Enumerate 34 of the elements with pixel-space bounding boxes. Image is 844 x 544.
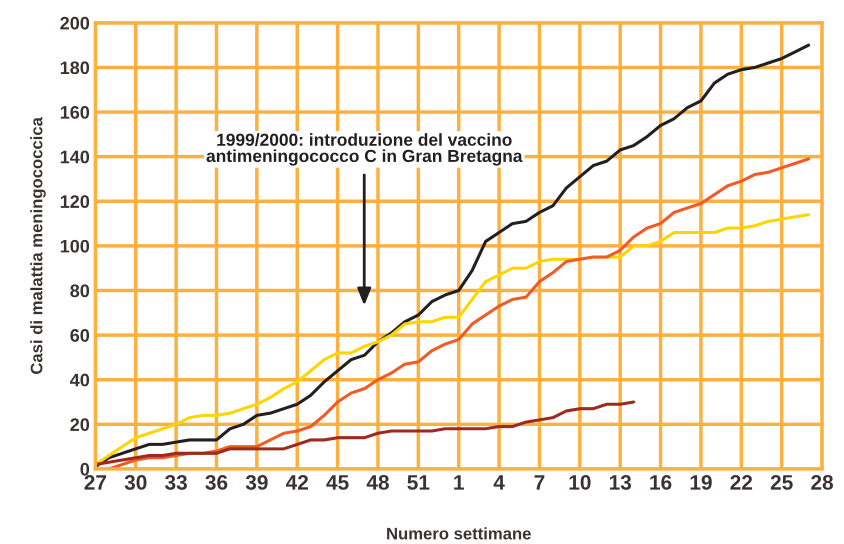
y-tick-label: 40 [70,374,90,386]
x-tick-label: 45 [326,475,349,490]
y-tick-label: 160 [60,106,90,119]
x-tick-label: 22 [730,475,752,490]
x-tick-label: 48 [366,475,389,490]
y-axis-title: Casi di malattia meningococcica [30,117,46,374]
x-axis-title: Numero settimane [387,527,531,540]
x-tick-label: 27 [84,475,106,490]
x-tick-label: 19 [690,475,712,490]
x-tick-label: 16 [650,475,672,490]
x-tick-label: 13 [610,475,632,490]
annotation: 1999/2000: introduzione del vaccino antimeningococco C in Gran Bretagna [206,133,523,166]
y-tick-label: 60 [70,329,90,342]
y-tick-label: 140 [60,150,90,164]
x-tick-label: 28 [811,475,834,490]
x-tick-label: 10 [570,475,591,490]
x-tick-label: 30 [124,475,146,490]
x-tick-label: 36 [205,475,228,490]
x-tick-label: 39 [246,475,268,490]
x-tick-label: 51 [407,475,430,490]
y-tick-label: 100 [60,240,90,253]
y-tick-label: 200 [60,16,90,30]
x-tick-label: 25 [770,475,793,490]
x-tick-label: 1 [454,475,464,490]
x-tick-label: 42 [286,475,308,490]
line-series [95,400,636,466]
y-tick-label: 80 [70,284,90,298]
x-tick-label: 7 [534,475,544,490]
y-tick-label: 180 [60,61,90,74]
y-tick-label: 0 [80,462,90,476]
y-tick-label: 120 [60,195,90,208]
y-tick-label: 20 [70,418,90,432]
x-tick-label: 33 [165,475,187,490]
x-tick-label: 4 [494,475,505,490]
